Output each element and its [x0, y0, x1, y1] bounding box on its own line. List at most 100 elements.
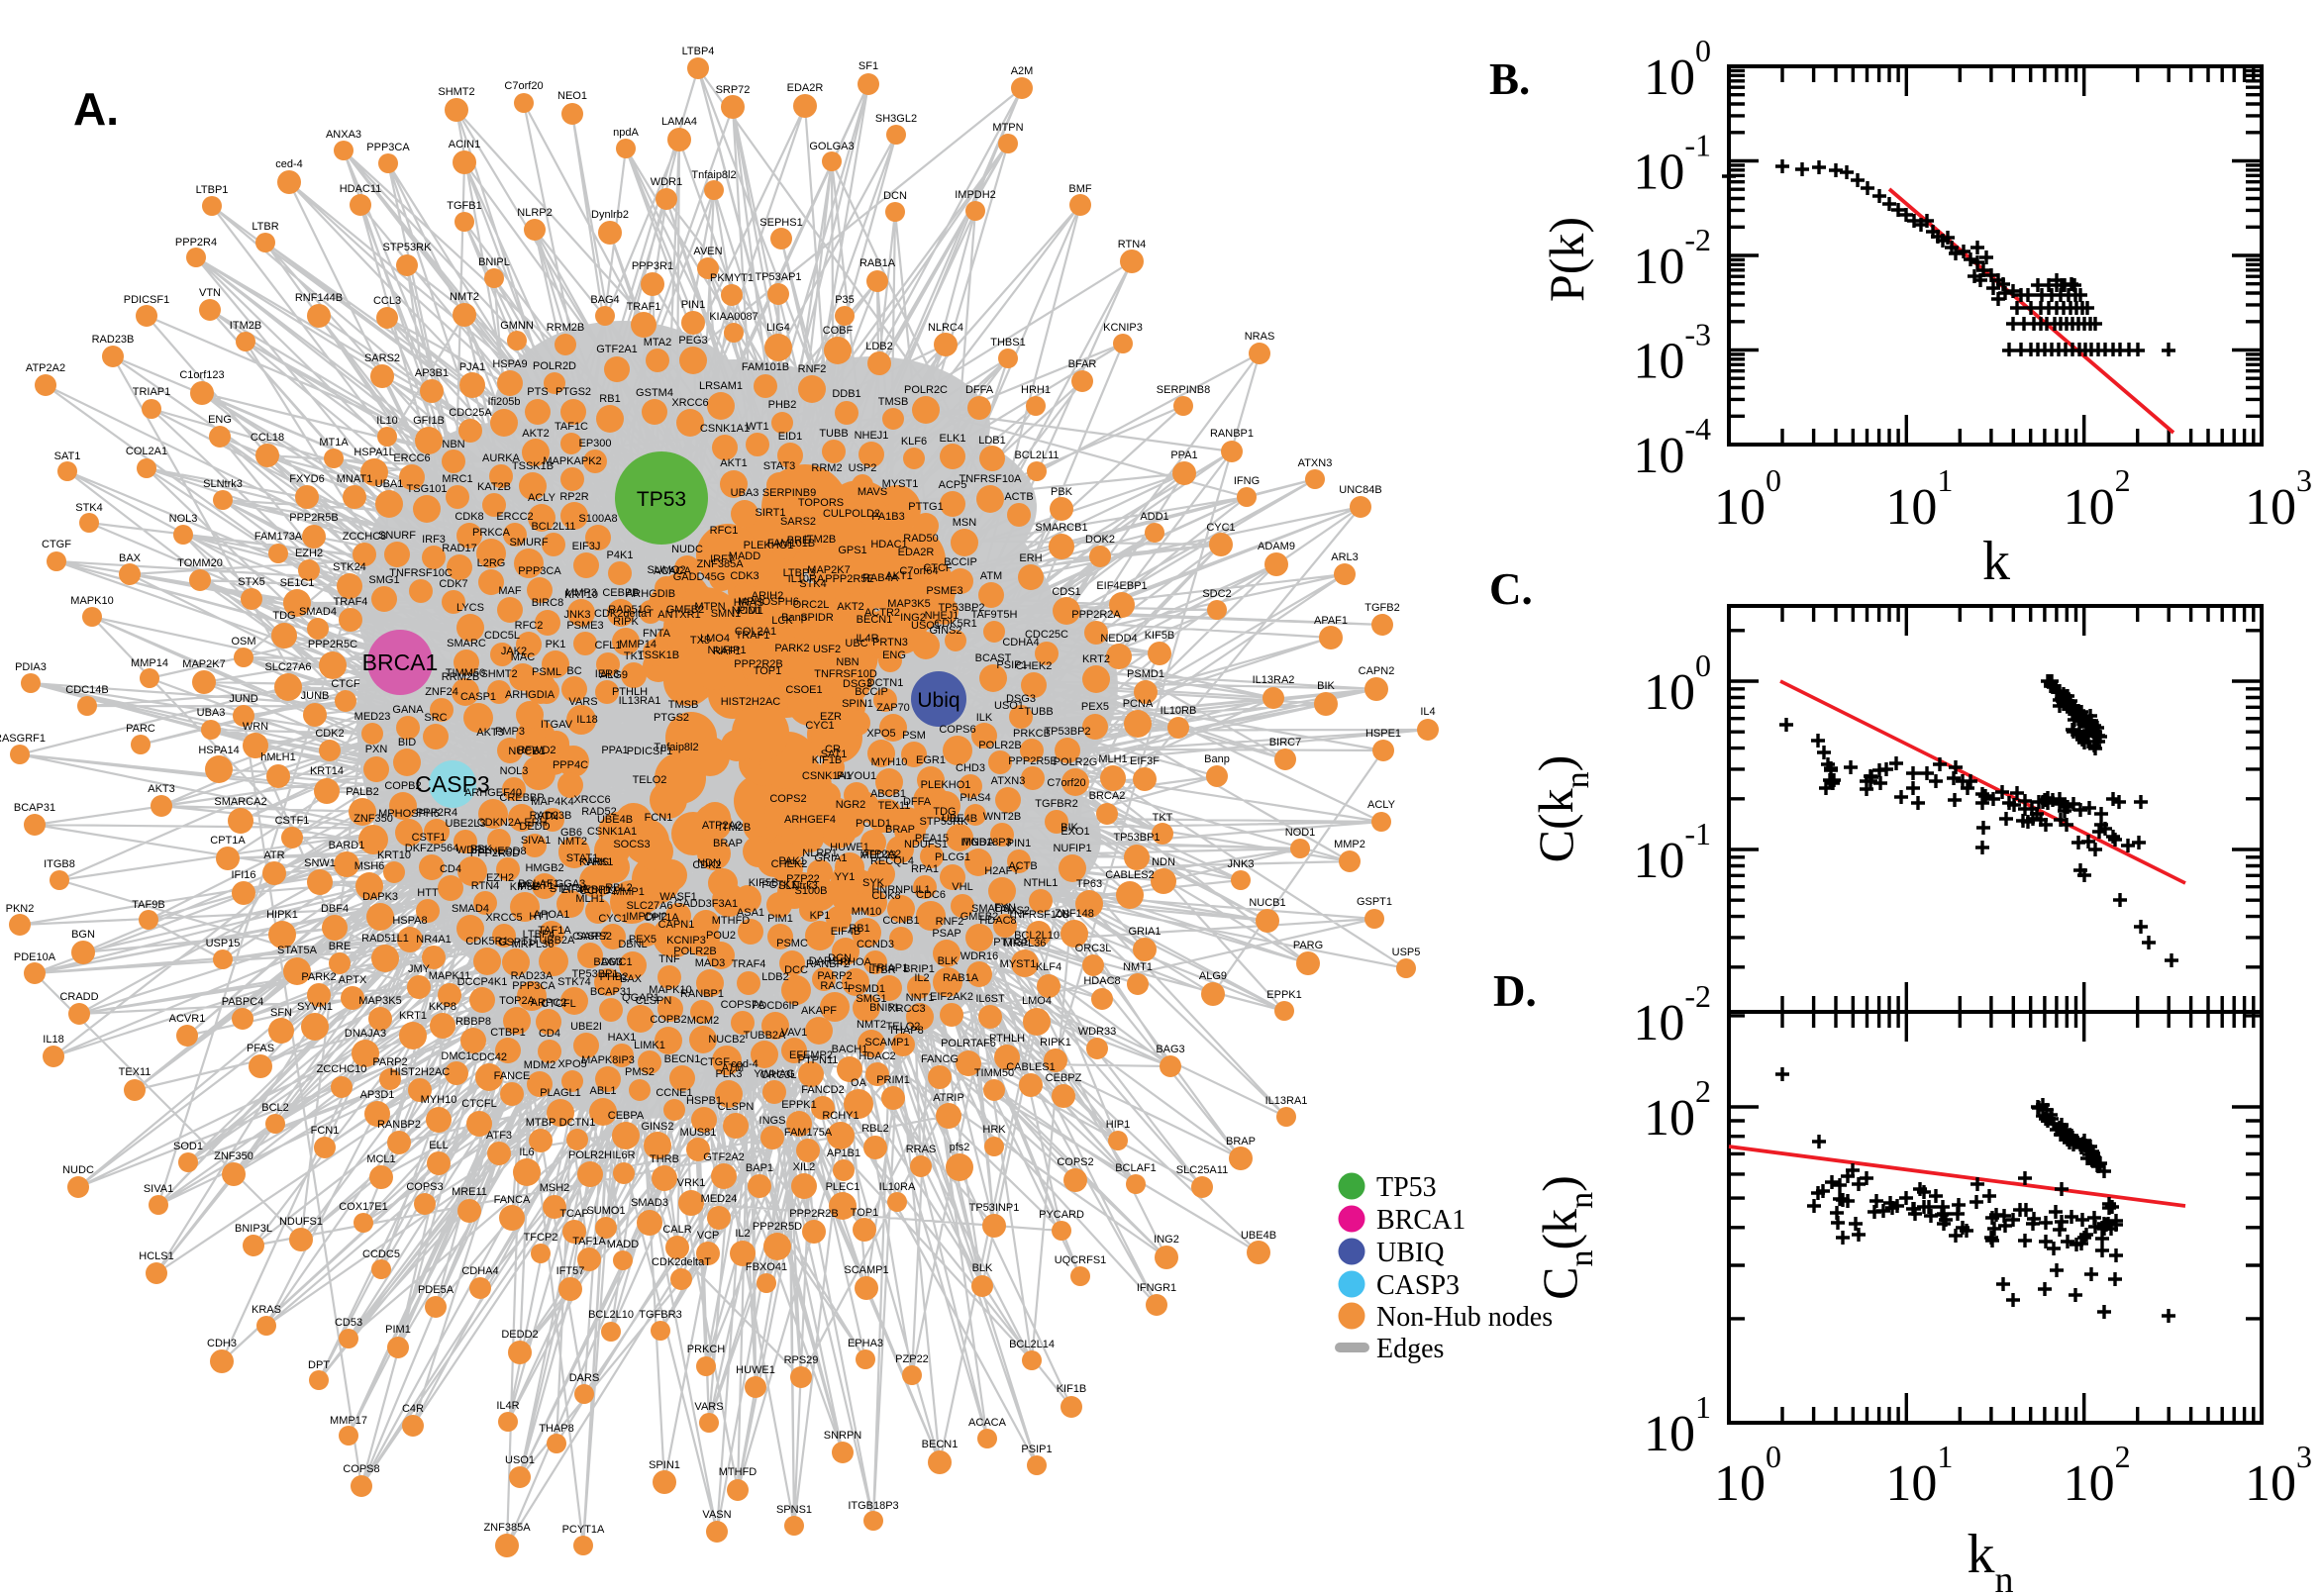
svg-text:IL4R: IL4R — [496, 1400, 519, 1412]
svg-text:HMGB2: HMGB2 — [525, 862, 563, 874]
svg-text:TOPORS: TOPORS — [798, 497, 844, 509]
svg-text:PALB2: PALB2 — [346, 786, 378, 798]
svg-text:NGR2: NGR2 — [836, 799, 866, 811]
svg-text:FAM101B: FAM101B — [767, 538, 815, 549]
svg-text:THRB: THRB — [650, 1153, 679, 1165]
svg-text:PAK1: PAK1 — [778, 855, 805, 867]
svg-text:EXO1: EXO1 — [1060, 826, 1089, 838]
svg-text:TAF1C: TAF1C — [555, 421, 588, 433]
svg-text:CSTF1: CSTF1 — [275, 815, 310, 827]
svg-text:CD4: CD4 — [440, 863, 461, 875]
svg-text:LTBR: LTBR — [868, 964, 895, 976]
svg-text:BRCA1: BRCA1 — [362, 649, 439, 675]
svg-text:SERPINB9: SERPINB9 — [762, 487, 816, 499]
svg-text:IL13RA2: IL13RA2 — [1253, 674, 1295, 686]
svg-text:HSPE1: HSPE1 — [1365, 728, 1401, 740]
svg-text:ARPC2: ARPC2 — [531, 997, 567, 1009]
svg-text:PDICSF1: PDICSF1 — [124, 294, 169, 306]
svg-text:IL2: IL2 — [914, 972, 929, 984]
svg-text:ATM: ATM — [980, 570, 1002, 582]
svg-text:ARHGEF4: ARHGEF4 — [784, 814, 836, 826]
svg-text:TIMM50: TIMM50 — [446, 667, 485, 679]
svg-text:C1orf123: C1orf123 — [179, 369, 224, 381]
svg-text:NOL3: NOL3 — [169, 513, 198, 525]
svg-text:EIF4B: EIF4B — [831, 926, 861, 938]
svg-text:POU2: POU2 — [706, 930, 736, 942]
svg-text:GSPT1: GSPT1 — [498, 937, 534, 948]
svg-text:PPP2R4: PPP2R4 — [416, 807, 457, 819]
svg-text:C7orf20: C7orf20 — [1047, 777, 1085, 789]
svg-text:H2AFY: H2AFY — [984, 865, 1020, 877]
svg-text:CDK2: CDK2 — [315, 728, 344, 740]
svg-text:PPP2R4: PPP2R4 — [175, 237, 217, 249]
svg-text:PZP22: PZP22 — [895, 1353, 929, 1365]
svg-text:PTS: PTS — [527, 386, 548, 398]
svg-text:TNFRSF10C: TNFRSF10C — [389, 567, 453, 579]
svg-text:CYC1: CYC1 — [1206, 522, 1235, 534]
svg-text:CYC1: CYC1 — [805, 720, 834, 732]
svg-text:A2M: A2M — [1011, 65, 1034, 77]
svg-text:LTBP4: LTBP4 — [682, 46, 715, 57]
svg-text:ZNF148: ZNF148 — [1055, 908, 1094, 920]
svg-text:BIRC7: BIRC7 — [1269, 737, 1301, 748]
svg-text:BCL2L10: BCL2L10 — [1014, 930, 1060, 942]
svg-text:APOA1: APOA1 — [534, 909, 570, 921]
svg-text:GFI1B: GFI1B — [413, 415, 445, 427]
svg-text:PPP2R2A: PPP2R2A — [1071, 609, 1121, 621]
svg-text:EZH2: EZH2 — [295, 548, 323, 559]
svg-text:PSIP1: PSIP1 — [996, 659, 1027, 671]
svg-text:TUBB2A: TUBB2A — [533, 935, 575, 947]
svg-text:DAPK3: DAPK3 — [362, 891, 398, 903]
svg-text:BAG3: BAG3 — [1156, 1044, 1184, 1055]
svg-text:UBE4B: UBE4B — [942, 813, 977, 825]
svg-text:Ubiq: Ubiq — [917, 689, 960, 712]
svg-text:MNAT1: MNAT1 — [337, 473, 372, 485]
svg-text:ZAP70: ZAP70 — [876, 702, 910, 714]
svg-text:ORC3L: ORC3L — [1075, 943, 1112, 954]
svg-text:TRAF1: TRAF1 — [736, 630, 770, 642]
svg-text:APAF1: APAF1 — [1314, 615, 1348, 627]
svg-text:HSPA8: HSPA8 — [392, 915, 427, 927]
svg-text:AKT1: AKT1 — [720, 457, 748, 469]
svg-text:BAG4: BAG4 — [590, 294, 619, 306]
svg-text:CDHA4: CDHA4 — [1002, 637, 1039, 648]
svg-text:SERPINB8: SERPINB8 — [1157, 384, 1210, 396]
svg-text:GTF2A1: GTF2A1 — [596, 344, 638, 355]
svg-text:WRN: WRN — [243, 721, 268, 733]
svg-text:TELO2: TELO2 — [886, 1021, 921, 1033]
svg-text:EIF4EBP1: EIF4EBP1 — [560, 884, 611, 896]
svg-text:RAB4A: RAB4A — [862, 572, 899, 584]
svg-text:NOD1: NOD1 — [732, 605, 762, 617]
svg-text:COPS7A: COPS7A — [721, 999, 765, 1011]
svg-text:HUWE1: HUWE1 — [830, 842, 869, 853]
svg-text:SDC2: SDC2 — [1202, 588, 1231, 600]
svg-text:EDA2R: EDA2R — [898, 547, 935, 558]
svg-text:TAF9T5H: TAF9T5H — [971, 609, 1018, 621]
svg-text:PSMD1: PSMD1 — [1127, 668, 1164, 680]
svg-text:ERH: ERH — [524, 817, 547, 829]
svg-text:RANBP1: RANBP1 — [680, 988, 724, 1000]
svg-text:TAF1A: TAF1A — [572, 1236, 606, 1247]
svg-text:DMC1: DMC1 — [601, 956, 632, 968]
svg-text:IL6R: IL6R — [612, 1149, 635, 1161]
svg-text:STK24: STK24 — [333, 561, 366, 573]
svg-text:MYH10: MYH10 — [871, 756, 908, 768]
svg-text:STAT1: STAT1 — [566, 852, 599, 864]
svg-text:NOD1: NOD1 — [1285, 827, 1316, 839]
svg-text:CHD3: CHD3 — [956, 762, 985, 774]
svg-text:IFNGR1: IFNGR1 — [1137, 1282, 1176, 1294]
svg-text:WNT2B: WNT2B — [983, 811, 1022, 823]
svg-text:ATP2A2: ATP2A2 — [702, 820, 742, 832]
svg-text:COX17E1: COX17E1 — [339, 1201, 388, 1213]
svg-text:RAD51C: RAD51C — [608, 604, 651, 616]
svg-text:POLR2B: POLR2B — [978, 740, 1021, 751]
svg-text:NTHL1: NTHL1 — [1024, 877, 1059, 889]
svg-text:BNIP3L: BNIP3L — [235, 1223, 272, 1235]
svg-text:SMAD3: SMAD3 — [971, 903, 1009, 915]
svg-text:PCTK1: PCTK1 — [761, 879, 796, 891]
svg-text:Non-Hub nodes: Non-Hub nodes — [1376, 1302, 1553, 1333]
svg-text:MYH10: MYH10 — [421, 1094, 457, 1106]
svg-text:BCL2L11: BCL2L11 — [531, 521, 575, 533]
svg-text:NMT2: NMT2 — [450, 291, 479, 303]
svg-text:PDE10A: PDE10A — [14, 951, 56, 963]
